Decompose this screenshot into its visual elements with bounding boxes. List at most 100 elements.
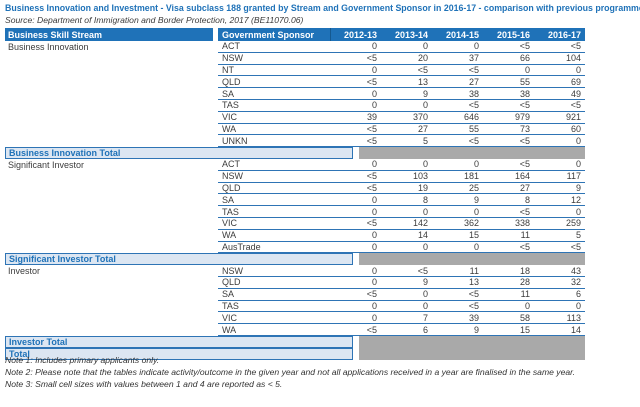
value-cell: 142	[412, 218, 428, 229]
row-values-group: WA <5 27 55 73 60	[218, 124, 585, 136]
stream-label	[5, 312, 213, 324]
table-row: QLD <5 19 25 27 9	[5, 183, 585, 195]
table-row: SA <5 0 <5 11 6	[5, 289, 585, 301]
value-cell: 0	[524, 300, 530, 311]
value-cell: 0	[473, 206, 479, 217]
table-row: TAS 0 0 <5 <5 <5	[5, 100, 585, 112]
value-cell: 0	[524, 64, 530, 75]
value-cell: 66	[519, 53, 530, 64]
visa-grants-table: Business Skill Stream Government Sponsor 2…	[5, 28, 585, 360]
sponsor-cell: SA	[222, 88, 235, 99]
value-cell: <5	[417, 265, 428, 276]
stream-label: Significant Investor	[8, 159, 85, 170]
table-row: QLD <5 13 27 55 69	[5, 76, 585, 89]
value-cell: 15	[468, 230, 479, 241]
value-cell: 0	[371, 241, 377, 252]
value-cell: 164	[514, 171, 530, 182]
value-cell: 8	[524, 194, 530, 205]
value-cell: 338	[514, 218, 530, 229]
stream-label	[5, 65, 213, 77]
value-cell: 0	[371, 265, 377, 276]
stream-label	[5, 301, 213, 313]
value-cell: <5	[366, 182, 377, 193]
value-cell: 11	[520, 230, 530, 241]
value-cell: 13	[417, 76, 428, 87]
row-values-group: UNKN <5 5 <5 <5 0	[218, 135, 585, 148]
row-values-group: NSW <5 20 37 66 104	[218, 53, 585, 65]
row-values-group: SA 0 8 9 8 12	[218, 194, 585, 207]
sponsor-cell: TAS	[222, 206, 239, 217]
sponsor-cell: VIC	[222, 112, 238, 123]
col-header-government-sponsor: Government Sponsor	[218, 28, 330, 41]
value-cell: <5	[366, 289, 377, 300]
value-cell: 0	[371, 312, 377, 323]
col-header-year: 2014-15	[432, 28, 483, 41]
note-3: Note 3: Small cell sizes with values bet…	[5, 379, 283, 389]
value-cell: 6	[422, 324, 428, 335]
row-values-group: VIC <5 142 362 338 259	[218, 218, 585, 230]
table-row: WA 0 14 15 11 5	[5, 230, 585, 242]
value-cell: 14	[417, 230, 428, 241]
header-gap	[213, 28, 218, 41]
row-values-group: WA <5 6 9 15 14	[218, 324, 585, 336]
value-cell: <5	[570, 241, 581, 252]
table-row: Significant Investor ACT 0 0 0 <5 0	[5, 159, 585, 171]
value-cell: 0	[371, 64, 377, 75]
value-cell: <5	[519, 41, 530, 52]
table-row: NT 0 <5 <5 0 0	[5, 65, 585, 77]
value-cell: 39	[366, 112, 377, 123]
sponsor-cell: WA	[222, 123, 237, 134]
value-cell: <5	[468, 64, 479, 75]
stream-label	[5, 218, 213, 230]
row-values-group: QLD 0 9 13 28 32	[218, 277, 585, 289]
stream-label	[5, 112, 213, 124]
section-total-row-label: Investor Total	[5, 335, 353, 348]
value-cell: 38	[468, 88, 479, 99]
value-cell: 0	[575, 64, 581, 75]
table-row: Business Innovation ACT 0 0 0 <5 <5	[5, 41, 585, 53]
value-cell: 73	[519, 123, 530, 134]
value-cell: 5	[422, 135, 428, 146]
value-cell: 0	[371, 100, 377, 111]
value-cell: 0	[371, 230, 377, 241]
value-cell: 0	[371, 277, 377, 288]
value-cell: <5	[366, 135, 377, 146]
value-cell: 14	[570, 324, 581, 335]
sponsor-cell: QLD	[222, 182, 241, 193]
sponsor-cell: QLD	[222, 277, 241, 288]
value-cell: 370	[412, 112, 428, 123]
value-cell: 27	[519, 182, 530, 193]
value-cell: <5	[366, 171, 377, 182]
value-cell: 55	[468, 123, 479, 134]
value-cell: 646	[463, 112, 479, 123]
stream-label	[5, 194, 213, 206]
stream-label	[5, 100, 213, 112]
value-cell: 19	[417, 182, 428, 193]
value-cell: <5	[519, 206, 530, 217]
section-total-row: Investor Total	[5, 335, 585, 348]
report-notes: Note 1: Includes primary applicants only…	[5, 354, 575, 390]
value-cell: 58	[519, 312, 530, 323]
value-cell: 9	[422, 277, 428, 288]
row-values-group: VIC 39 370 646 979 921	[218, 112, 585, 124]
section-total-row-label: Business Innovation Total	[5, 147, 353, 159]
sponsor-cell: ACT	[222, 41, 240, 52]
sponsor-cell: NT	[222, 64, 234, 75]
stream-label: Business Innovation	[8, 41, 89, 52]
grand-total-row-label: Total	[5, 347, 353, 360]
value-cell: 0	[422, 300, 428, 311]
sponsor-cell: SA	[222, 289, 235, 300]
row-values-group: NSW <5 103 181 164 117	[218, 171, 585, 183]
value-cell: 0	[575, 300, 581, 311]
redacted-total-cells	[359, 253, 585, 266]
sponsor-cell: QLD	[222, 76, 241, 87]
value-cell: 0	[422, 206, 428, 217]
stream-label	[5, 53, 213, 65]
stream-label	[5, 88, 213, 100]
value-cell: 55	[519, 76, 530, 87]
value-cell: <5	[366, 53, 377, 64]
stream-label	[5, 183, 213, 195]
value-cell: <5	[366, 324, 377, 335]
value-cell: 38	[519, 88, 530, 99]
